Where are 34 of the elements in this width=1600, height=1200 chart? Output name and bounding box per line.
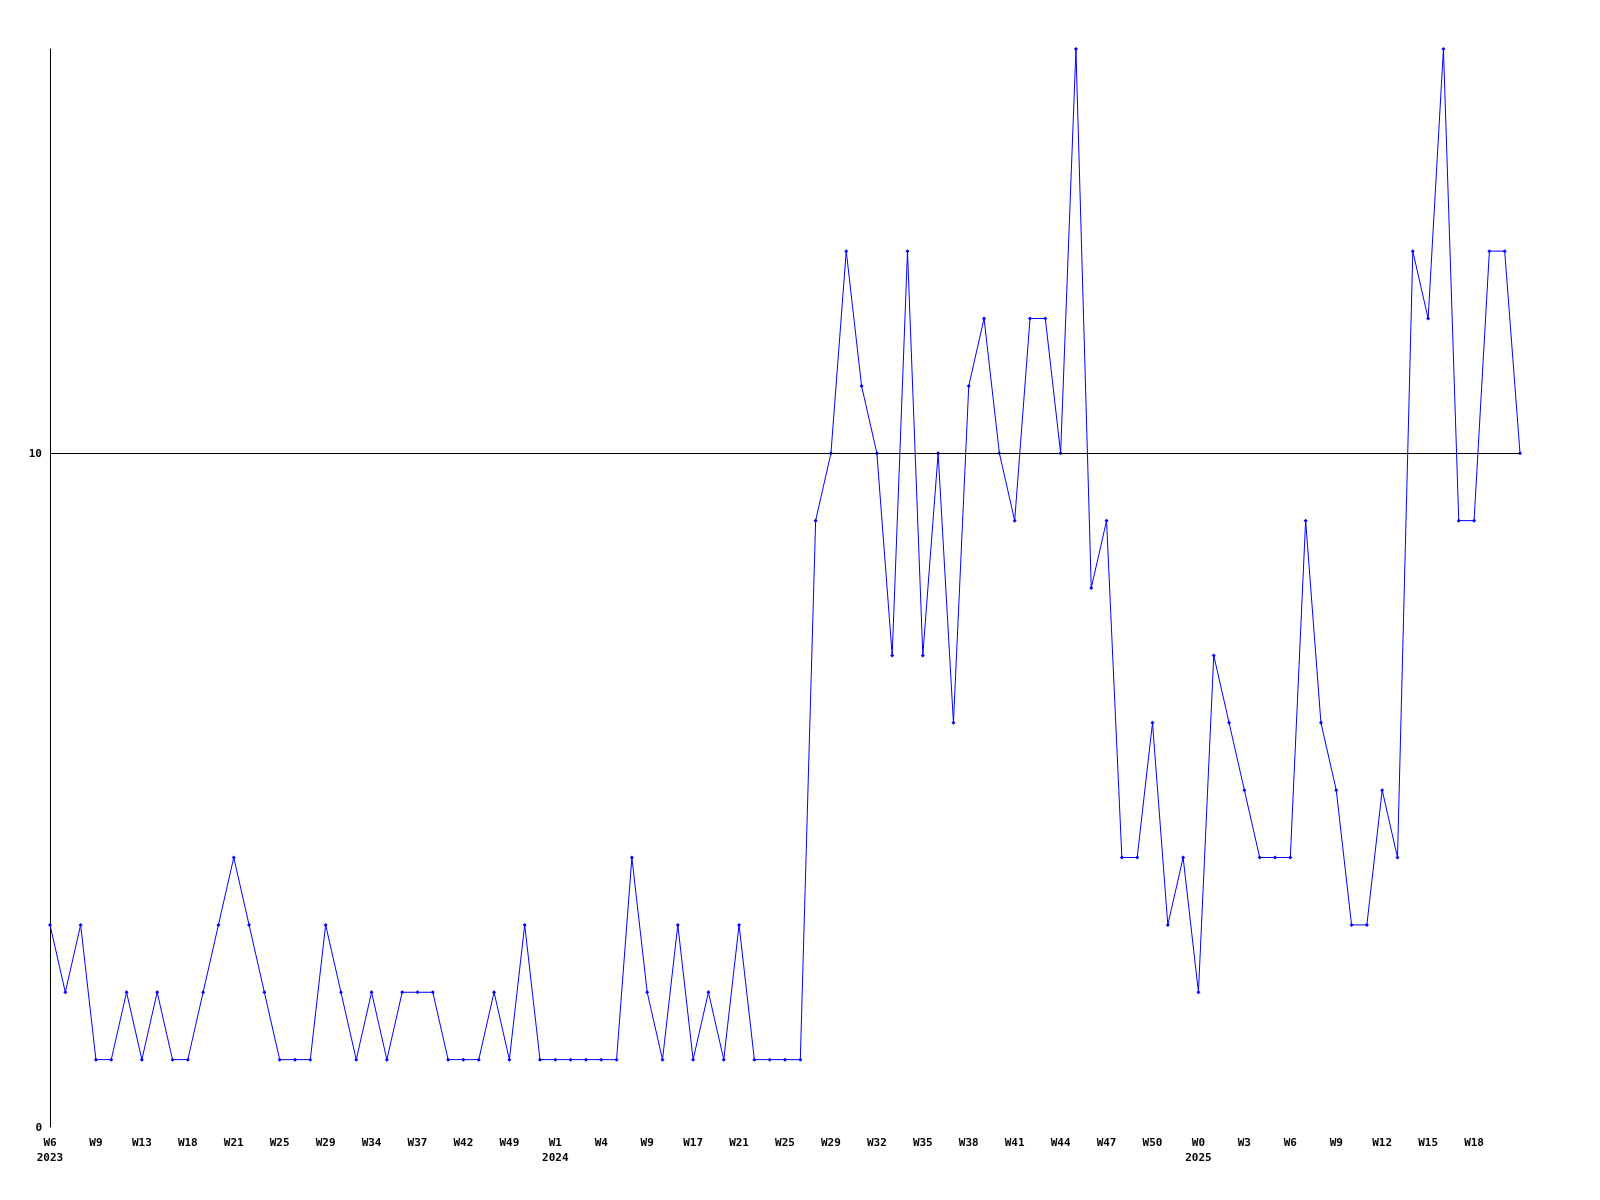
x-tick-label: W3: [1237, 1136, 1251, 1149]
x-tick-label: W18: [177, 1136, 198, 1149]
x-tick-label: W29: [315, 1136, 336, 1149]
x-tick-label: W18: [1464, 1136, 1484, 1149]
x-tick-label: W25: [269, 1136, 290, 1149]
x-tick-label: W6: [1283, 1136, 1298, 1149]
x-tick-label: W38: [958, 1136, 979, 1149]
x-tick-label: W6 2023: [36, 1136, 64, 1164]
x-tick-label: W47: [1096, 1136, 1117, 1149]
x-tick-label: W21: [729, 1136, 750, 1149]
x-tick-label: W35: [912, 1136, 933, 1149]
x-tick-label: W25: [775, 1136, 795, 1149]
x-tick-label: W1 2024: [542, 1136, 569, 1164]
y-tick-label: 0: [35, 1120, 42, 1134]
x-tick-label: W15: [1418, 1136, 1439, 1149]
x-tick-label: W44: [1050, 1136, 1071, 1149]
x-tick-label: W50: [1142, 1136, 1163, 1149]
x-tick-label: W42: [453, 1136, 474, 1149]
x-tick-label: W13: [131, 1136, 152, 1149]
x-tick-label: W9: [640, 1136, 654, 1149]
x-tick-label: W37: [407, 1136, 428, 1149]
x-tick-label: W32: [866, 1136, 887, 1149]
x-tick-label: W4: [594, 1136, 609, 1149]
x-tick-label: W12: [1372, 1136, 1393, 1149]
x-tick-label: W49: [499, 1136, 520, 1149]
x-tick-label: W9: [1329, 1136, 1343, 1149]
x-tick-label: W9: [89, 1136, 103, 1149]
x-tick-label: W17: [683, 1136, 704, 1149]
x-tick-label: W41: [1004, 1136, 1025, 1149]
x-tick-label: W21: [223, 1136, 245, 1149]
y-tick-label: 10: [28, 446, 42, 460]
x-tick-label: W34: [361, 1136, 382, 1149]
x-tick-label: W29: [821, 1136, 841, 1149]
x-tick-label: W0 2025: [1185, 1136, 1212, 1164]
